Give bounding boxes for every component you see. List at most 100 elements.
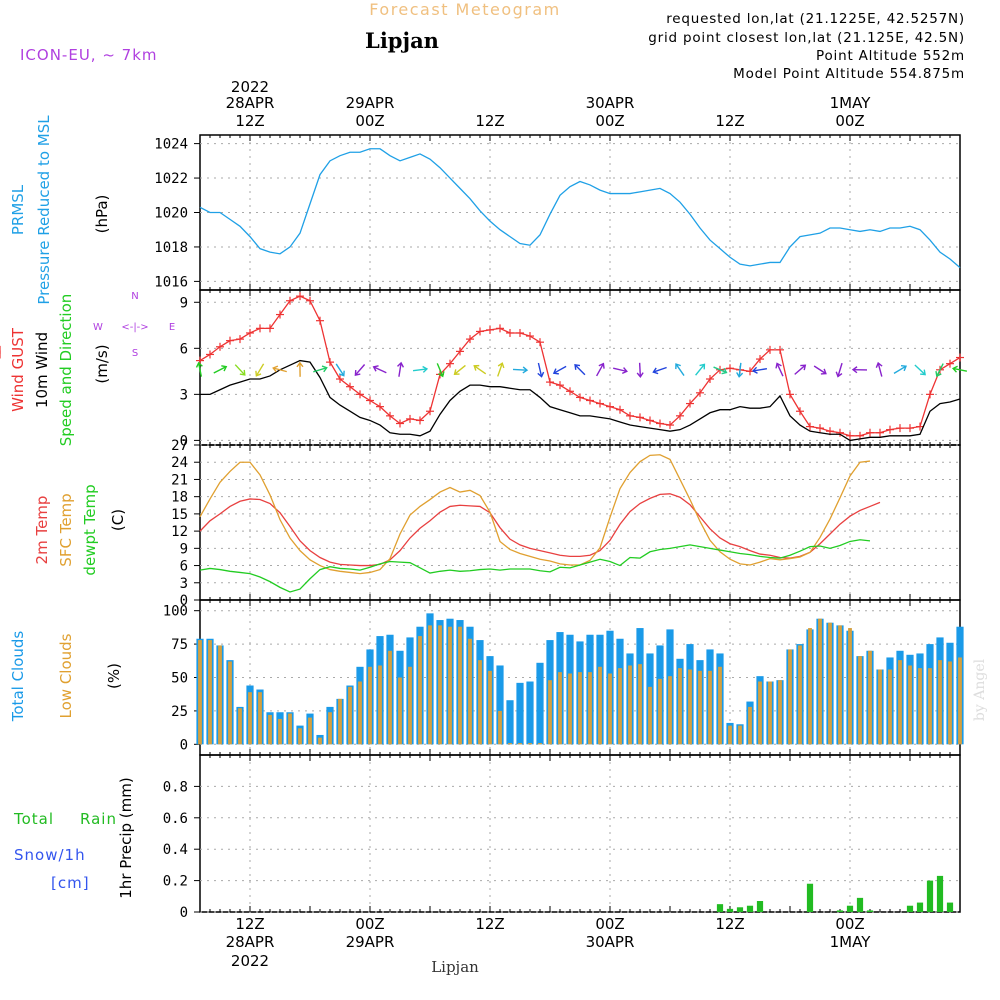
gust-marker (386, 411, 394, 420)
temp-dewpt-label: dewpt Temp (81, 484, 99, 575)
gust-marker (276, 310, 284, 319)
gust-marker (446, 359, 454, 368)
low-cloud-bar (548, 680, 552, 745)
forecast-title: Forecast Meteogram (369, 0, 560, 19)
wind-arrow-head (574, 364, 581, 370)
wind-direction-arrow (354, 364, 366, 376)
series-10m-wind (200, 359, 961, 442)
gust-marker (786, 390, 794, 399)
low-cloud-bar (648, 686, 652, 745)
wind-arrow-shaft (335, 363, 345, 377)
wind-direction-arrow (636, 362, 644, 378)
wind-arrow-head (652, 367, 659, 375)
wind-arrow-shaft (794, 364, 806, 375)
gust-marker (796, 407, 804, 416)
wind-direction-arrow (835, 362, 843, 378)
low-cloud-bar (448, 626, 452, 745)
wind-arrow-head (721, 367, 728, 375)
wind-arrow-shaft (273, 367, 287, 373)
low-cloud-bar (958, 657, 962, 745)
series-sfc-temp (199, 454, 871, 575)
low-cloud-bar (298, 728, 302, 745)
low-cloud-bar (388, 650, 392, 745)
low-cloud-bar (678, 668, 682, 745)
gust-marker (416, 416, 424, 425)
series-dewpt-temp (199, 539, 871, 593)
wind-arrow-shaft (454, 364, 466, 375)
low-cloud-bar (248, 692, 252, 745)
gust-marker (686, 399, 694, 408)
low-cloud-bar (418, 636, 422, 745)
wind-direction-arrow (473, 364, 487, 375)
top-hour-label: 00Z (595, 112, 624, 130)
wind-direction-arrow (497, 362, 505, 377)
y-tick-label: 75 (171, 637, 188, 653)
wind-arrow-head (935, 370, 942, 378)
low-cloud-bar (578, 672, 582, 745)
panel-frame (199, 444, 961, 601)
gust-marker (256, 324, 264, 333)
compass-cross: <-|-> (121, 322, 148, 333)
wind-arrow-shaft (373, 366, 387, 374)
model-point-altitude: Model Point Altitude 554.875m (733, 66, 965, 82)
point-altitude: Point Altitude 552m (816, 48, 965, 64)
wind-direction-arrow (272, 365, 287, 373)
y-tick-label: 0.2 (163, 874, 188, 890)
low-cloud-bar (518, 742, 522, 745)
wind-arrow-shaft (776, 363, 784, 377)
gust-marker (906, 424, 914, 433)
low-cloud-bar (278, 718, 282, 745)
panel-frame (199, 754, 961, 913)
wind-compass: N S W E <-|-> (93, 291, 175, 359)
rain-bar (926, 880, 934, 912)
wind-arrow-shaft (537, 362, 543, 377)
y-tick-label: 100 (163, 604, 188, 620)
total-clouds-label: Total Clouds (9, 631, 27, 723)
footer-location: Lipjan (431, 958, 479, 976)
gust-marker (576, 393, 584, 402)
total-cloud-bar (536, 662, 544, 745)
gust-marker (756, 355, 764, 364)
bottom-hour-label: 00Z (595, 915, 624, 933)
temp-2m-label: 2m Temp (33, 496, 51, 565)
wind-arrow-shaft (877, 362, 883, 377)
gust-marker (286, 296, 294, 305)
wind-arrow-head (875, 361, 883, 368)
compass-east: E (169, 322, 175, 333)
wind-arrow-shaft (653, 366, 667, 373)
gust-marker (506, 328, 514, 337)
wind-direction-arrow (914, 364, 926, 376)
gust-marker (926, 390, 934, 399)
pressure-msl-label: Pressure Reduced to MSL (35, 115, 53, 305)
low-cloud-bar (758, 681, 762, 745)
gust-marker (336, 375, 344, 384)
gust-marker (246, 328, 254, 337)
series-2m-temp (199, 493, 881, 567)
wind-direction-arrow (951, 365, 968, 373)
gust-marker (886, 425, 894, 434)
wind-arrow-head (537, 371, 545, 378)
wind-arrow-head (736, 372, 744, 378)
top-date-label: 28APR (226, 94, 275, 112)
wind-direction-arrow (296, 361, 304, 377)
rain-bar (746, 905, 754, 912)
cloud-unit-label: (%) (105, 663, 123, 689)
wind-arrow-head (835, 371, 843, 378)
wind-direction-arrow (397, 361, 405, 377)
wind-direction-arrow (935, 363, 944, 378)
wind-direction-arrow (436, 363, 445, 378)
wind-direction-arrow (775, 362, 784, 377)
wind-direction-arrow (652, 366, 667, 375)
wind-arrow-shaft (398, 362, 402, 377)
rain-bar (906, 905, 914, 912)
wind-arrow-head (255, 370, 262, 377)
low-cloud-bar (218, 645, 222, 745)
low-cloud-bar (888, 669, 892, 745)
wind-arrow-head (221, 365, 228, 372)
low-cloud-bar (348, 686, 352, 745)
panel-4: 0 25 50 75 100 (163, 599, 964, 756)
top-hour-label: 12Z (235, 112, 264, 130)
low-cloud-bar (858, 656, 862, 745)
wind-direction-arrow (213, 365, 228, 374)
gust-marker (326, 358, 334, 367)
